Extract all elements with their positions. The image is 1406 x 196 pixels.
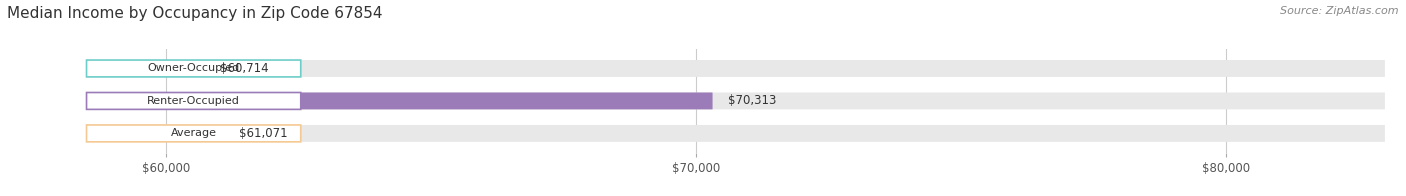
Text: Owner-Occupied: Owner-Occupied (148, 64, 240, 74)
FancyBboxPatch shape (87, 60, 1385, 77)
Text: Renter-Occupied: Renter-Occupied (148, 96, 240, 106)
Text: Average: Average (170, 128, 217, 138)
FancyBboxPatch shape (87, 125, 222, 142)
FancyBboxPatch shape (87, 125, 1385, 142)
FancyBboxPatch shape (87, 93, 1385, 109)
Text: Median Income by Occupancy in Zip Code 67854: Median Income by Occupancy in Zip Code 6… (7, 6, 382, 21)
Text: $61,071: $61,071 (239, 127, 287, 140)
FancyBboxPatch shape (87, 125, 301, 142)
Text: $70,313: $70,313 (728, 94, 778, 107)
FancyBboxPatch shape (87, 60, 204, 77)
FancyBboxPatch shape (87, 93, 301, 109)
Text: Source: ZipAtlas.com: Source: ZipAtlas.com (1281, 6, 1399, 16)
FancyBboxPatch shape (87, 60, 301, 77)
Text: $60,714: $60,714 (219, 62, 269, 75)
FancyBboxPatch shape (87, 93, 713, 109)
